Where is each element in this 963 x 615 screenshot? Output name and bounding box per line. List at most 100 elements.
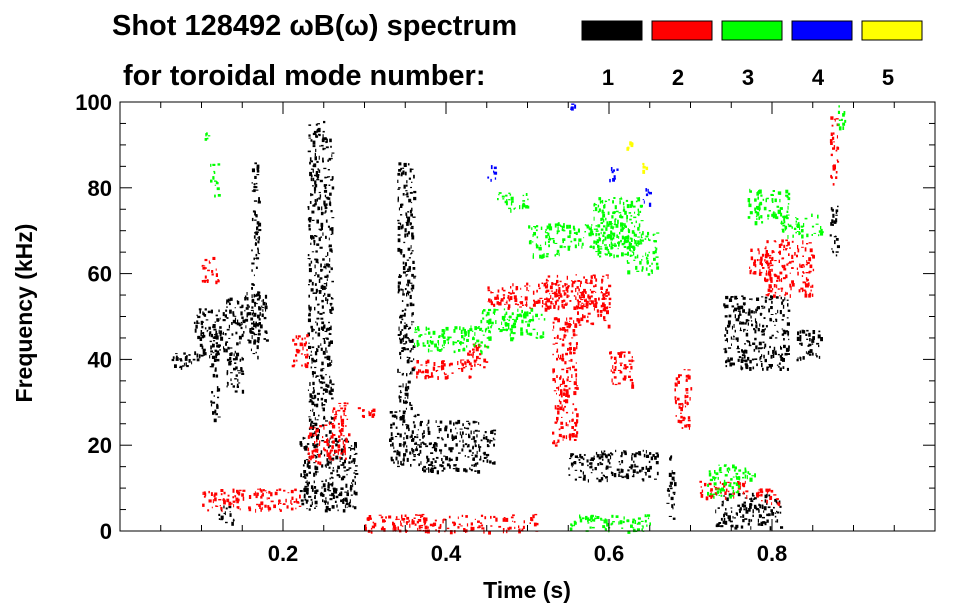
data-point [323, 286, 326, 289]
data-point [218, 513, 221, 516]
data-point [174, 364, 177, 368]
series-2-cluster [464, 343, 489, 371]
data-point [310, 193, 312, 197]
data-point [405, 521, 407, 524]
data-point [442, 519, 444, 524]
data-point [572, 329, 576, 333]
data-point [399, 316, 401, 319]
data-point [523, 203, 525, 205]
data-point [761, 333, 764, 336]
data-point [226, 385, 228, 388]
data-point [787, 223, 789, 226]
data-point [754, 211, 758, 214]
data-point [671, 470, 673, 474]
data-point [335, 410, 337, 415]
data-point [786, 195, 789, 198]
data-point [493, 308, 496, 313]
data-point [539, 244, 542, 247]
data-point [626, 235, 630, 240]
data-point [201, 280, 205, 282]
data-point [603, 450, 606, 453]
data-point [345, 439, 348, 443]
data-point [455, 467, 458, 472]
data-point [581, 462, 584, 466]
data-point [329, 200, 331, 203]
data-point [524, 321, 528, 323]
data-point [324, 501, 327, 505]
data-point [602, 304, 604, 308]
data-point [760, 256, 763, 261]
data-point [529, 332, 533, 336]
data-point [747, 322, 749, 326]
data-point [769, 345, 771, 349]
data-point [406, 457, 409, 462]
data-point [577, 228, 580, 233]
data-point [800, 357, 802, 361]
y-tick-label: 20 [88, 433, 112, 458]
data-point [785, 347, 789, 352]
data-point [559, 357, 562, 360]
data-point [304, 498, 307, 501]
data-point [590, 514, 594, 518]
data-point [564, 361, 567, 365]
series-3-cluster [626, 231, 660, 276]
data-point [225, 507, 228, 510]
data-point [592, 457, 595, 460]
data-point [422, 467, 424, 470]
data-point [573, 521, 575, 526]
data-point [745, 364, 748, 368]
data-point [520, 327, 523, 332]
data-point [253, 324, 257, 328]
data-point [228, 363, 232, 365]
data-point [474, 332, 476, 336]
data-point [321, 284, 324, 288]
data-point [591, 300, 594, 304]
data-point [595, 451, 598, 455]
data-point [411, 202, 413, 204]
data-point [314, 465, 317, 470]
data-point [724, 474, 728, 477]
data-point [748, 518, 751, 523]
data-point [312, 381, 315, 386]
data-point [761, 253, 764, 257]
data-point [775, 318, 778, 322]
data-point [710, 488, 713, 491]
data-point [738, 356, 742, 359]
data-point [587, 479, 589, 483]
data-point [654, 250, 657, 254]
data-point [830, 222, 833, 226]
data-point [763, 506, 767, 511]
data-point [770, 264, 774, 267]
data-point [740, 305, 744, 310]
data-point [820, 337, 823, 342]
data-point [758, 216, 760, 220]
data-point [835, 176, 838, 179]
series-2-cluster [552, 317, 579, 447]
data-point [773, 212, 776, 214]
series-2 [201, 116, 840, 535]
data-point [684, 394, 687, 399]
data-point [421, 513, 425, 516]
data-point [336, 440, 340, 443]
data-point [406, 259, 410, 261]
data-point [357, 407, 361, 410]
data-point [564, 329, 568, 331]
data-point [432, 467, 436, 470]
data-point [397, 368, 399, 373]
data-point [330, 364, 332, 366]
data-point [332, 424, 336, 429]
data-point [615, 515, 619, 518]
data-point [326, 350, 328, 353]
data-point [406, 373, 408, 377]
data-point [458, 523, 461, 526]
series-2-cluster [756, 488, 781, 507]
data-point [437, 425, 440, 428]
data-point [310, 279, 312, 282]
data-point [480, 455, 482, 460]
data-point [754, 473, 756, 478]
data-point [209, 355, 211, 359]
data-point [757, 196, 759, 200]
data-point [565, 435, 568, 440]
data-point [221, 508, 223, 513]
data-point [313, 394, 317, 399]
